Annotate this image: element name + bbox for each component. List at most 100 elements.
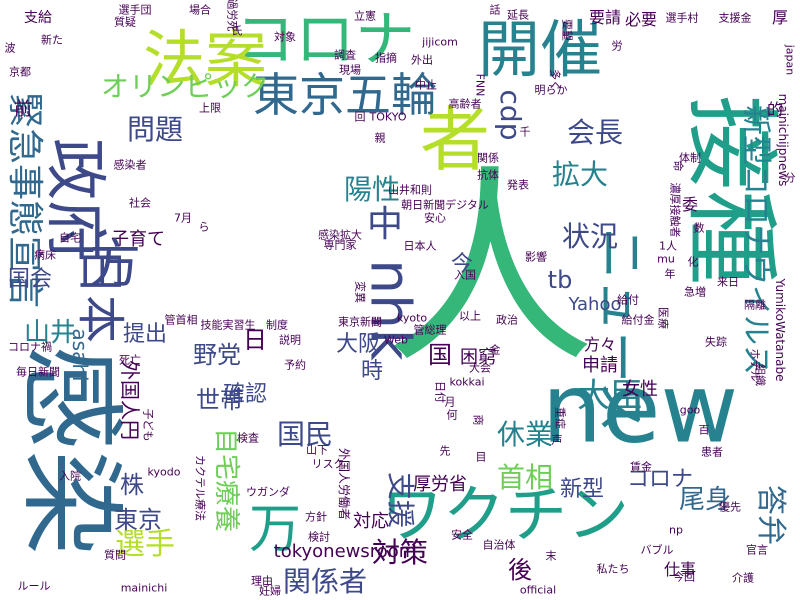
cloud-word: 抗体 (477, 168, 499, 182)
cloud-word: 確認 (222, 382, 268, 407)
cloud-word: 新型 (559, 477, 605, 502)
cloud-word: 者 (420, 99, 490, 181)
cloud-word: 質疑 (114, 15, 136, 29)
cloud-word: 安心 (424, 211, 446, 225)
cloud-word: バブル (640, 543, 674, 557)
cloud-word: コロナ (626, 467, 694, 492)
cloud-word: 賃金 (630, 460, 652, 474)
cloud-word: 中止 (415, 78, 437, 92)
cloud-word: 対策 (371, 536, 429, 569)
cloud-word: 京都 (9, 65, 31, 79)
cloud-word: 大会 (469, 361, 491, 375)
cloud-word: 子ども (141, 408, 155, 442)
cloud-word: 介護 (732, 571, 754, 585)
cloud-word: ワクチン (380, 478, 630, 551)
cloud-word: tb (547, 266, 573, 294)
cloud-word: 何 (446, 408, 458, 422)
cloud-word: 拡大 (551, 158, 609, 191)
cloud-word: 上限 (199, 101, 221, 115)
cloud-word: tokyonewsroom (273, 541, 417, 562)
cloud-word: 東京新聞 (338, 315, 382, 329)
cloud-word: 申請 (582, 355, 618, 376)
cloud-word: 国会 (7, 267, 53, 292)
cloud-word: 厚労省 (413, 474, 467, 495)
cloud-word: 理由 (251, 574, 273, 588)
cloud-word: 発表 (507, 178, 529, 192)
cloud-word: 日付 (433, 381, 447, 403)
cloud-word: 命 (671, 160, 685, 172)
cloud-word: kyoto (396, 311, 428, 325)
cloud-word: 管首相 (164, 313, 198, 327)
cloud-word: 国民 (276, 418, 334, 451)
cloud-word: 今 (450, 252, 474, 277)
cloud-word: 感染拡大 (318, 228, 362, 242)
cloud-word: FNN (473, 73, 487, 97)
cloud-word: 万 (248, 500, 302, 560)
cloud-word: 山下 (306, 443, 328, 457)
cloud-word: 分 (784, 171, 796, 185)
cloud-word: 大阪 (335, 332, 381, 357)
cloud-word: 百 (698, 423, 710, 437)
cloud-word: 調査 (334, 48, 356, 62)
cloud-word: 立憲 (354, 9, 376, 23)
cloud-word: 給付金 (621, 313, 655, 327)
cloud-word: ら (198, 220, 210, 234)
cloud-word: 前 (14, 99, 32, 120)
cloud-word: 官言 (746, 543, 768, 557)
cloud-word: 日 (243, 326, 267, 354)
cloud-word: 支援 (384, 471, 417, 529)
cloud-word: 組織 (753, 364, 767, 386)
cloud-word: 関係 (477, 151, 499, 165)
cloud-word: Web (384, 333, 408, 347)
cloud-word: 要望 (560, 19, 574, 41)
cloud-word: 声 (551, 433, 563, 447)
cloud-word: 朝日新聞デジタル (401, 198, 489, 212)
cloud-word: 予約 (284, 358, 306, 372)
cloud-word: 話 (489, 3, 501, 17)
cloud-word: 波 (4, 41, 16, 55)
cloud-word: ルール (17, 579, 51, 593)
cloud-word: np (669, 523, 683, 537)
cloud-word: 政治 (496, 313, 518, 327)
cloud-word: 回 (354, 110, 366, 124)
cloud-word: 給付 (617, 293, 639, 307)
cloud-word: 検査 (237, 431, 259, 445)
cloud-word: 安全 (451, 528, 473, 542)
cloud-word: 目 (475, 450, 487, 464)
cloud-word: 東京五輪 (253, 68, 437, 122)
cloud-word: 関係者 (282, 565, 368, 598)
cloud-word: jijicom (422, 35, 458, 49)
cloud-word: 首相 (496, 461, 554, 494)
cloud-word: japan (783, 44, 797, 76)
cloud-word: 検討 (308, 530, 330, 544)
cloud-word: 支給 (24, 10, 52, 26)
cloud-word: 中 (366, 204, 404, 245)
cloud-word: ウガンダ (246, 485, 290, 499)
cloud-word: 要請 (588, 8, 622, 27)
cloud-word: 入国 (454, 268, 476, 282)
cloud-word: 制度 (266, 318, 288, 332)
cloud-word: オリンピック (100, 70, 270, 103)
cloud-word: 高齢者 (448, 97, 482, 111)
cloud-word: kyodo (147, 465, 181, 479)
cloud-word: リスク (311, 457, 345, 471)
cloud-word: 社会 (129, 196, 151, 210)
cloud-word: 株 (120, 471, 144, 499)
cloud-word: コロナ (235, 5, 415, 75)
cloud-word: 時 (360, 359, 384, 384)
cloud-word: 答弁 (753, 485, 788, 545)
cloud-word: 方々 (583, 335, 617, 354)
cloud-word: 7月 (174, 211, 192, 225)
cloud-word: 自治体 (482, 538, 516, 552)
cloud-word: 厚 (771, 8, 789, 27)
cloud-word: 外出 (411, 53, 433, 67)
cloud-word: 重症 (553, 407, 567, 429)
cloud-word: 委 (681, 195, 699, 214)
cloud-word: 失踪 (705, 335, 727, 349)
cloud-word: 急増 (684, 285, 706, 299)
cloud-word: 提出 (122, 322, 168, 347)
cloud-word: 国 (428, 341, 452, 369)
cloud-word: 現場 (339, 63, 361, 77)
cloud-word: asahi (68, 328, 92, 382)
